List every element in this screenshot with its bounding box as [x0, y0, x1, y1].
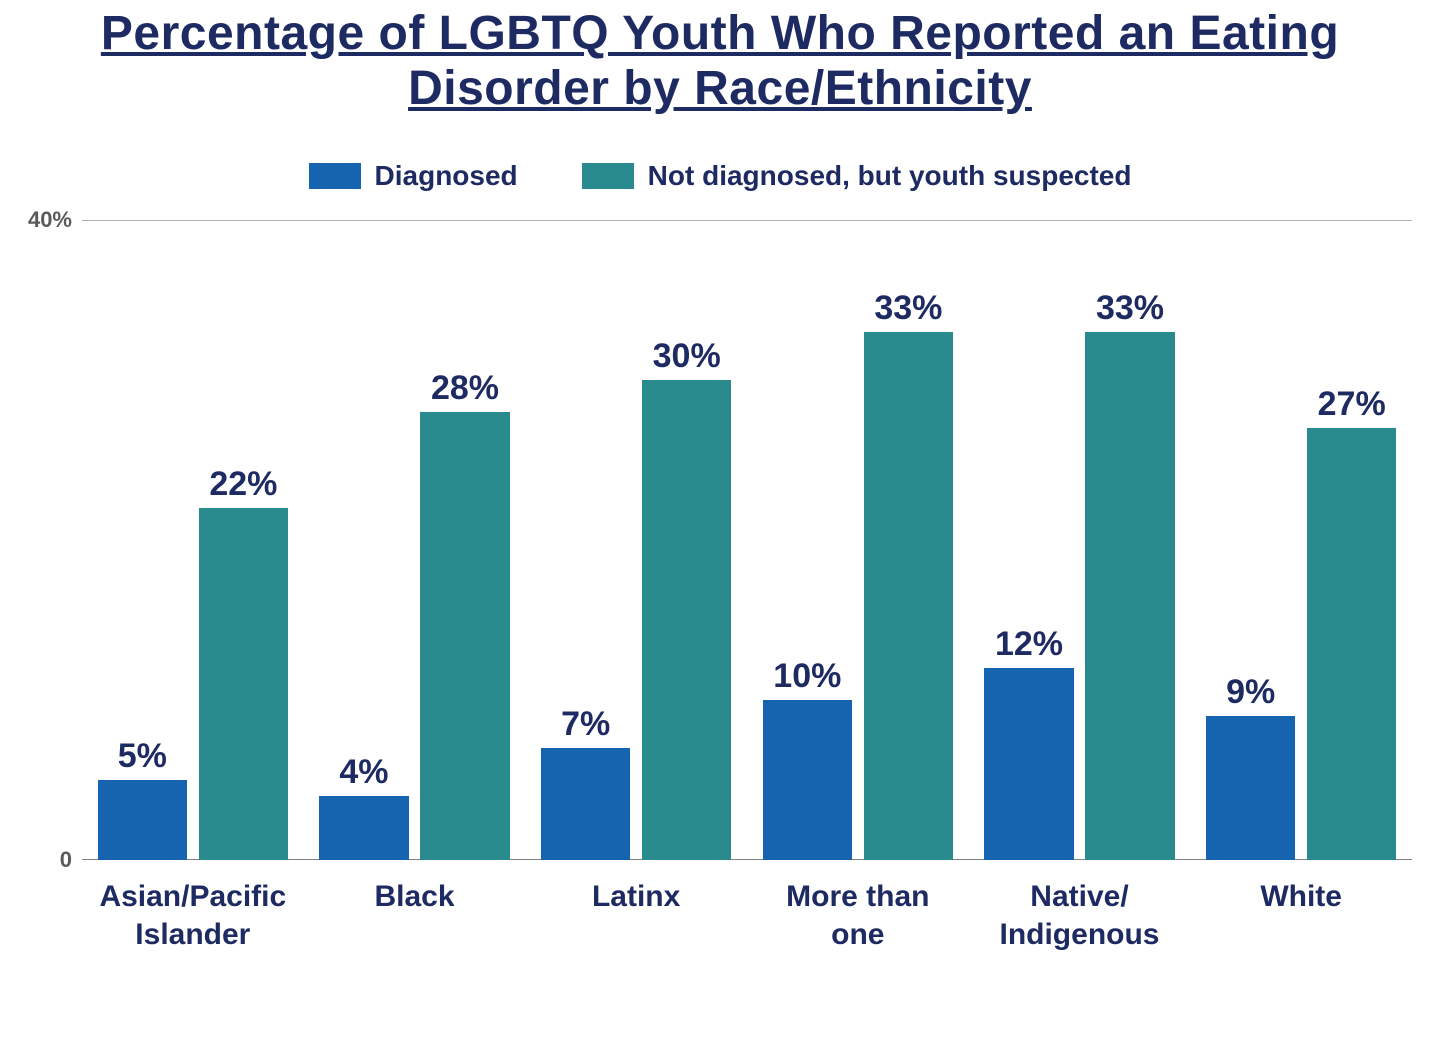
bar-value-label: 7% [561, 705, 610, 744]
bar-group: 4%28%Black [319, 220, 510, 860]
legend-item: Not diagnosed, but youth suspected [582, 160, 1132, 192]
x-category-label: Native/ Indigenous [963, 878, 1196, 953]
legend-label: Not diagnosed, but youth suspected [648, 160, 1132, 192]
bar-value-label: 12% [995, 625, 1063, 664]
legend-item: Diagnosed [309, 160, 518, 192]
bar-value-label: 27% [1318, 385, 1386, 424]
legend: Diagnosed Not diagnosed, but youth suspec… [0, 160, 1440, 194]
bar: 4% [319, 796, 409, 860]
bar: 30% [642, 380, 732, 860]
y-tick-label: 40% [28, 207, 72, 233]
bar: 5% [98, 780, 188, 860]
x-category-label: Asian/Pacific Islander [76, 878, 309, 953]
chart-title: Percentage of LGBTQ Youth Who Reported a… [0, 6, 1440, 116]
bar-value-label: 9% [1226, 673, 1275, 712]
y-tick-label: 0 [60, 847, 72, 873]
chart-container: Percentage of LGBTQ Youth Who Reported a… [0, 0, 1440, 1037]
legend-swatch [582, 163, 634, 189]
bar-group: 9%27%White [1206, 220, 1397, 860]
plot-area: 040%5%22%Asian/Pacific Islander4%28%Blac… [82, 220, 1412, 860]
bar-value-label: 22% [209, 465, 277, 504]
bar: 33% [1085, 332, 1175, 860]
bar-group: 12%33%Native/ Indigenous [984, 220, 1175, 860]
bar: 27% [1307, 428, 1397, 860]
bar-value-label: 4% [339, 753, 388, 792]
x-category-label: Latinx [520, 878, 753, 916]
bar: 33% [864, 332, 954, 860]
x-category-label: White [1185, 878, 1418, 916]
bar: 10% [763, 700, 853, 860]
legend-swatch [309, 163, 361, 189]
bar: 28% [420, 412, 510, 860]
legend-label: Diagnosed [375, 160, 518, 192]
bar-value-label: 33% [874, 289, 942, 328]
bar-group: 7%30%Latinx [541, 220, 732, 860]
bar: 22% [199, 508, 289, 860]
bar-group: 5%22%Asian/Pacific Islander [98, 220, 289, 860]
bar-value-label: 10% [773, 657, 841, 696]
bar-value-label: 5% [118, 737, 167, 776]
x-category-label: More than one [741, 878, 974, 953]
bar: 12% [984, 668, 1074, 860]
bar: 7% [541, 748, 631, 860]
x-category-label: Black [298, 878, 531, 916]
bar-group: 10%33%More than one [763, 220, 954, 860]
bar-value-label: 33% [1096, 289, 1164, 328]
bar-value-label: 28% [431, 369, 499, 408]
bar-value-label: 30% [653, 337, 721, 376]
bar: 9% [1206, 716, 1296, 860]
